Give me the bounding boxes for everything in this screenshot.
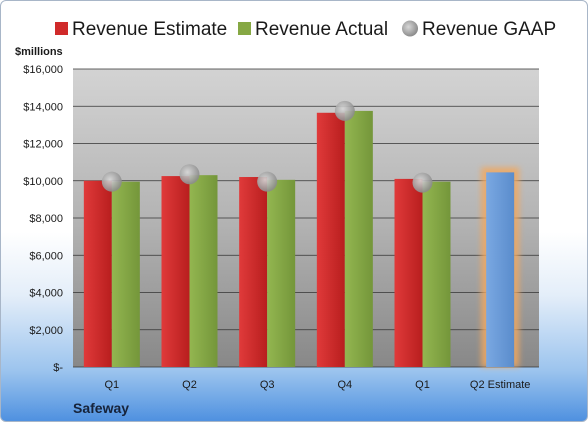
y-tick-label: $16,000: [23, 64, 63, 76]
bar-revenue-estimate: [239, 177, 268, 367]
company-name: Safeway: [73, 400, 129, 416]
marker-revenue-gaap: [412, 172, 433, 193]
bar-revenue-actual: [111, 181, 140, 367]
y-tick-label: $4,000: [29, 288, 63, 300]
bar-revenue-actual: [267, 179, 296, 367]
y-tick-label: $10,000: [23, 176, 63, 188]
bar-revenue-actual: [189, 175, 218, 367]
legend-item-revenue-gaap: Revenue GAAP: [402, 19, 556, 40]
gridlines: [73, 68, 539, 368]
legend-item-revenue-actual: Revenue Actual: [238, 19, 388, 40]
bar-revenue-actual: [344, 110, 373, 367]
bar-revenue-estimate: [316, 112, 345, 367]
marker-revenue-gaap: [334, 100, 355, 121]
legend-label-actual: Revenue Actual: [255, 19, 388, 40]
bar-revenue-actual: [422, 181, 451, 367]
x-axis-ticks: Q1 Q2 Q3 Q4 Q1 Q2 Estimate: [104, 379, 530, 391]
marker-revenue-gaap: [257, 171, 278, 192]
x-tick-label: Q2 Estimate: [470, 379, 531, 391]
x-tick-label: Q1: [104, 379, 119, 391]
bar-actual-estimate: [486, 172, 515, 367]
x-tick-label: Q3: [260, 379, 275, 391]
y-tick-label: $14,000: [23, 101, 63, 113]
legend-swatch-actual: [238, 22, 251, 35]
y-axis-ticks: $- $2,000 $4,000 $6,000 $8,000 $10,000 $12,000…: [23, 64, 63, 374]
x-tick-label: Q1: [415, 379, 430, 391]
x-tick-label: Q2: [182, 379, 197, 391]
legend: Revenue Estimate Revenue Actual Revenue …: [55, 19, 556, 40]
marker-revenue-gaap: [101, 171, 122, 192]
bars: [83, 110, 520, 367]
legend-label-estimate: Revenue Estimate: [72, 19, 227, 40]
y-tick-label: $2,000: [29, 325, 63, 337]
legend-label-gaap: Revenue GAAP: [422, 19, 556, 40]
marker-revenue-gaap: [179, 164, 200, 185]
legend-swatch-estimate: [55, 22, 68, 35]
y-tick-label: $12,000: [23, 139, 63, 151]
bar-revenue-estimate: [83, 180, 112, 367]
bar-revenue-estimate: [161, 176, 190, 367]
y-tick-label: $6,000: [29, 250, 63, 262]
y-unit-label: $millions: [15, 46, 63, 58]
y-tick-label: $-: [53, 362, 63, 374]
y-tick-label: $8,000: [29, 213, 63, 225]
gaap-markers: [101, 100, 433, 193]
x-tick-label: Q4: [337, 379, 352, 391]
bar-revenue-estimate: [394, 178, 423, 367]
legend-swatch-gaap: [402, 20, 418, 37]
legend-item-revenue-estimate: Revenue Estimate: [55, 19, 227, 40]
